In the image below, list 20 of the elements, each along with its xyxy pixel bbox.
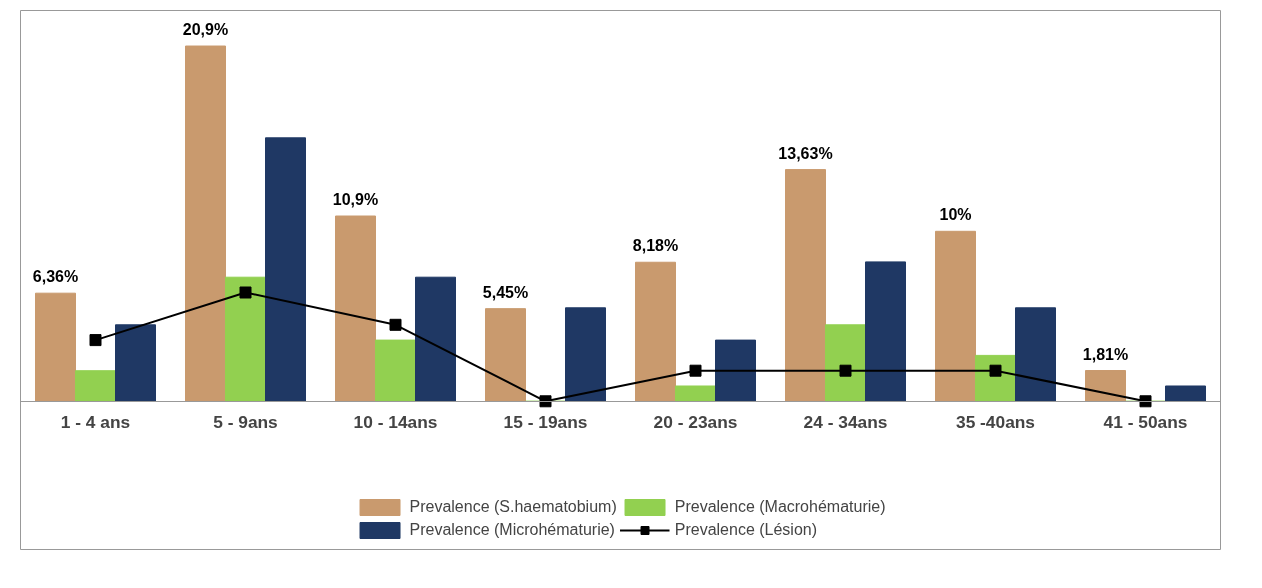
data-label: 13,63% [778,144,833,162]
legend-label: Prevalence (Macrohématurie) [674,498,886,516]
legend-label: Prevalence (Microhématurie) [409,521,615,539]
x-tick-label: 5 - 9ans [213,412,278,433]
legend-label: Prevalence (S.haematobium) [409,498,617,516]
legend-label: Prevalence (Lésion) [674,521,818,539]
x-tick-label: 15 - 19ans [503,412,588,433]
x-tick-label: 10 - 14ans [353,412,438,433]
data-label: 20,9% [182,21,229,39]
data-label: 6,36% [32,268,79,286]
data-label: 1,81% [1082,345,1129,363]
x-tick-label: 24 - 34ans [803,412,888,433]
data-label: 10% [939,206,972,224]
x-tick-label: 35 -40ans [956,412,1035,433]
data-label: 5,45% [482,283,529,301]
x-tick-label: 20 - 23ans [653,412,738,433]
x-tick-label: 41 - 50ans [1103,412,1188,433]
data-label: 8,18% [632,237,679,255]
x-tick-label: 1 - 4 ans [60,412,131,433]
data-label: 10,9% [332,191,379,209]
